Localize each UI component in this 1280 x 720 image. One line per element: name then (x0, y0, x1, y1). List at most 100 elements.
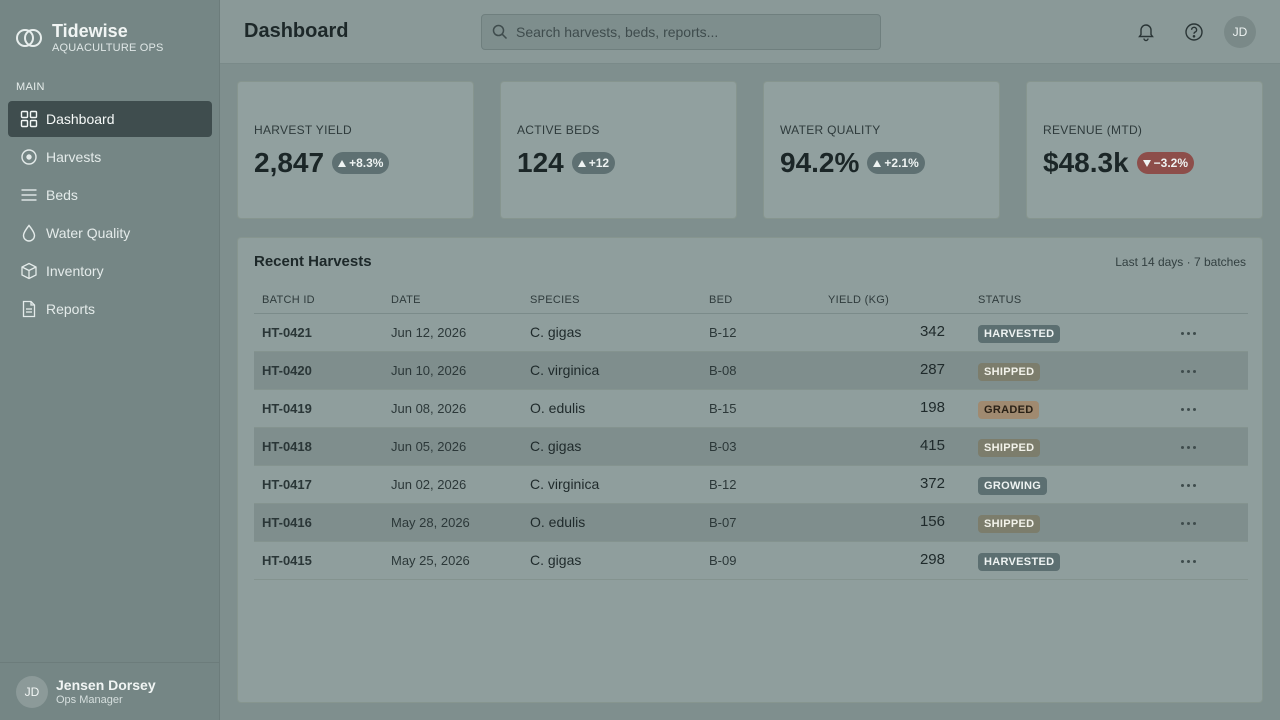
batch-id[interactable]: HT-0415 (262, 553, 312, 568)
row-actions-button[interactable] (1178, 551, 1198, 571)
recent-harvests-panel: Recent Harvests Last 14 days · 7 batches… (237, 237, 1263, 703)
trend-delta: +8.3% (349, 156, 384, 170)
trend-badge: +2.1% (867, 152, 925, 174)
table-row[interactable]: HT-0417 Jun 02, 2026 C. virginica B-12 372 GR… (254, 466, 1248, 504)
trend-down-icon (1142, 159, 1151, 167)
status-badge: SHIPPED (978, 363, 1041, 381)
bed-id[interactable]: B-08 (709, 363, 737, 378)
stat-card-revenue: REVENUE (MTD) $48.3k −3.2% (1026, 81, 1263, 219)
status-badge: HARVESTED (978, 325, 1061, 343)
yield-kg: 415 (919, 437, 945, 454)
droplet-icon (20, 224, 38, 242)
column-header-status[interactable]: STATUS (978, 294, 1022, 306)
batch-id[interactable]: HT-0421 (262, 325, 312, 340)
notifications-button[interactable] (1134, 20, 1158, 44)
bell-icon (1138, 24, 1154, 42)
sidebar-item-dashboard[interactable]: Dashboard (8, 101, 212, 137)
species: C. gigas (530, 552, 582, 568)
help-button[interactable] (1182, 20, 1206, 44)
trend-badge: −3.2% (1136, 152, 1194, 174)
yield-kg: 198 (919, 399, 945, 416)
nav-section-label: MAIN (16, 81, 45, 93)
row-actions-button[interactable] (1178, 323, 1198, 343)
harvests-table: BATCH ID DATE SPECIES BED YIELD (KG) STA… (254, 288, 1248, 580)
stat-value-row: 124 +12 (517, 147, 616, 179)
sidebar-item-water-quality[interactable]: Water Quality (8, 215, 212, 251)
panel-title: Recent Harvests (254, 253, 372, 270)
table-row[interactable]: HT-0416 May 28, 2026 O. edulis B-07 156 SHIPP… (254, 504, 1248, 542)
sidebar-item-label: Harvests (46, 149, 102, 165)
brand-subtitle: AQUACULTURE OPS (52, 42, 164, 54)
harvest-date: May 25, 2026 (391, 553, 470, 568)
stat-card-harvest-yield: HARVEST YIELD 2,847 +8.3% (237, 81, 474, 219)
search-input[interactable] (516, 24, 880, 40)
sidebar-item-label: Inventory (46, 263, 104, 279)
user-name: Jensen Dorsey (56, 676, 156, 693)
bed-id[interactable]: B-12 (709, 477, 737, 492)
column-header-species[interactable]: SPECIES (530, 294, 580, 306)
row-actions-button[interactable] (1178, 399, 1198, 419)
yield-kg: 298 (919, 551, 945, 568)
trend-up-icon (338, 159, 347, 167)
yield-kg: 372 (919, 475, 945, 492)
batch-id[interactable]: HT-0417 (262, 477, 312, 492)
column-header-yield[interactable]: YIELD (KG) (828, 294, 890, 306)
user-role: Ops Manager (56, 693, 123, 706)
trend-up-icon (873, 159, 882, 167)
table-row[interactable]: HT-0415 May 25, 2026 C. gigas B-09 298 HARVES… (254, 542, 1248, 580)
bed-id[interactable]: B-12 (709, 325, 737, 340)
batch-id[interactable]: HT-0416 (262, 515, 312, 530)
brand[interactable]: Tidewise AQUACULTURE OPS (16, 20, 164, 56)
batch-id[interactable]: HT-0420 (262, 363, 312, 378)
panel-meta: Last 14 days · 7 batches (1115, 255, 1246, 269)
column-header-batch-id[interactable]: BATCH ID (262, 294, 315, 306)
row-actions-button[interactable] (1178, 437, 1198, 457)
species: C. gigas (530, 438, 582, 454)
harvest-date: Jun 12, 2026 (391, 325, 467, 340)
row-actions-button[interactable] (1178, 475, 1198, 495)
stat-value: $48.3k (1043, 147, 1129, 178)
grid-icon (20, 110, 38, 128)
page-title: Dashboard (244, 20, 349, 42)
table-row[interactable]: HT-0419 Jun 08, 2026 O. edulis B-15 198 GRADE… (254, 390, 1248, 428)
harvest-date: Jun 10, 2026 (391, 363, 467, 378)
status-badge: GRADED (978, 401, 1040, 419)
status-badge: SHIPPED (978, 515, 1041, 533)
stat-label: ACTIVE BEDS (517, 123, 600, 137)
bed-id[interactable]: B-03 (709, 439, 737, 454)
harvest-date: May 28, 2026 (391, 515, 470, 530)
stat-value: 94.2% (780, 147, 860, 178)
bed-id[interactable]: B-15 (709, 401, 737, 416)
stat-label: WATER QUALITY (780, 123, 881, 137)
sidebar-item-label: Dashboard (46, 111, 115, 127)
harvest-date: Jun 02, 2026 (391, 477, 467, 492)
table-row[interactable]: HT-0418 Jun 05, 2026 C. gigas B-03 415 SHIPPE… (254, 428, 1248, 466)
status-badge: SHIPPED (978, 439, 1041, 457)
column-header-date[interactable]: DATE (391, 294, 421, 306)
batch-id[interactable]: HT-0418 (262, 439, 312, 454)
bed-id[interactable]: B-09 (709, 553, 737, 568)
current-user[interactable]: JD Jensen Dorsey Ops Manager (0, 662, 220, 720)
sidebar-item-beds[interactable]: Beds (8, 177, 212, 213)
bed-id[interactable]: B-07 (709, 515, 737, 530)
top-bar: Dashboard JD (220, 0, 1280, 64)
column-header-bed[interactable]: BED (709, 294, 733, 306)
stat-card-active-beds: ACTIVE BEDS 124 +12 (500, 81, 737, 219)
sidebar-item-inventory[interactable]: Inventory (8, 253, 212, 289)
table-row[interactable]: HT-0420 Jun 10, 2026 C. virginica B-08 287 SH… (254, 352, 1248, 390)
sidebar-item-label: Water Quality (46, 225, 131, 241)
sidebar: Tidewise AQUACULTURE OPS MAIN Dashboard … (0, 0, 220, 720)
table-row[interactable]: HT-0421 Jun 12, 2026 C. gigas B-12 342 HARVES… (254, 314, 1248, 352)
search-box[interactable] (481, 14, 881, 50)
avatar[interactable]: JD (1224, 16, 1256, 48)
row-actions-button[interactable] (1178, 361, 1198, 381)
batch-id[interactable]: HT-0419 (262, 401, 312, 416)
trend-up-icon (577, 159, 586, 167)
sidebar-item-harvests[interactable]: Harvests (8, 139, 212, 175)
sidebar-item-reports[interactable]: Reports (8, 291, 212, 327)
row-actions-button[interactable] (1178, 513, 1198, 533)
stat-card-water-quality: WATER QUALITY 94.2% +2.1% (763, 81, 1000, 219)
stat-label: REVENUE (MTD) (1043, 123, 1143, 137)
help-icon (1185, 23, 1203, 41)
species: O. edulis (530, 514, 586, 530)
